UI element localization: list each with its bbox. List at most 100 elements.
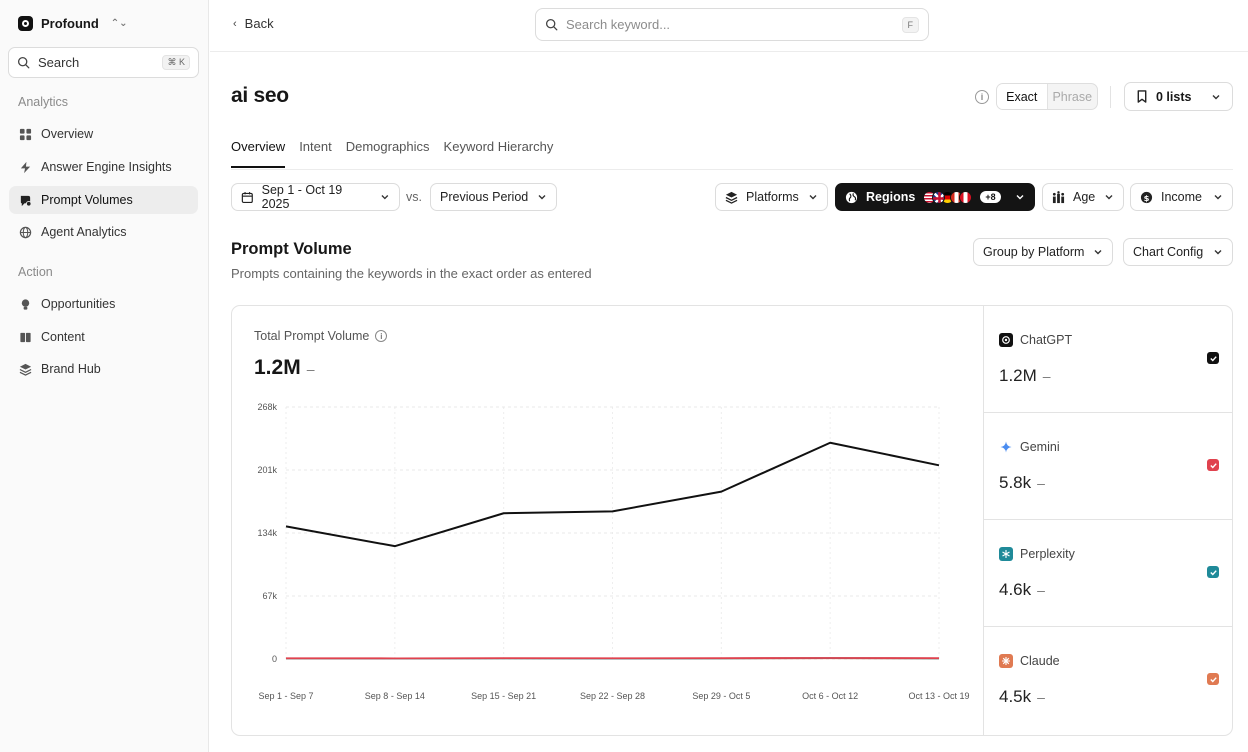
bolt-icon <box>19 161 32 174</box>
tab-intent[interactable]: Intent <box>299 139 332 154</box>
chevron-down-icon <box>538 195 546 200</box>
income-label: Income <box>1161 190 1202 204</box>
sidebar-item-agent-analytics[interactable]: Agent Analytics <box>9 218 198 246</box>
platform-value: 1.2M – <box>999 366 1051 386</box>
match-phrase-option[interactable]: Phrase <box>1052 89 1093 104</box>
series-line-chatgpt <box>285 441 940 548</box>
calendar-icon <box>241 191 253 203</box>
platform-card-chatgpt[interactable]: ChatGPT 1.2M – <box>984 306 1232 413</box>
tab-demographics[interactable]: Demographics <box>345 139 430 154</box>
chevron-down-icon <box>1212 94 1220 99</box>
sidebar-search[interactable]: Search ⌘ K <box>8 47 199 78</box>
sidebar-item-label: Overview <box>41 127 94 141</box>
sidebar-item-opportunities[interactable]: Opportunities <box>9 290 198 318</box>
sidebar-item-prompt-volumes[interactable]: Prompt Volumes <box>9 186 198 214</box>
section-title: Prompt Volume <box>231 240 352 258</box>
users-icon <box>1052 190 1065 203</box>
uk-flag-icon <box>932 190 946 204</box>
platform-value: 5.8k – <box>999 473 1045 493</box>
platform-name-text: Claude <box>1020 654 1060 668</box>
x-tick-label: Sep 15 - Sep 21 <box>471 691 536 701</box>
chart-config-button[interactable]: Chart Config <box>1123 238 1233 266</box>
globe-icon <box>845 191 858 203</box>
tab-overview[interactable]: Overview <box>231 139 286 168</box>
match-exact-option[interactable]: Exact <box>997 84 1048 109</box>
perplexity-logo-icon <box>999 547 1013 561</box>
platform-card-claude[interactable]: Claude 4.5k – <box>984 627 1232 734</box>
gemini-logo-icon <box>999 440 1013 454</box>
y-tick-label: 201k <box>257 465 277 475</box>
info-icon[interactable]: i <box>375 330 388 342</box>
chevron-down-icon <box>1105 195 1113 200</box>
chevron-down-icon <box>381 195 389 200</box>
income-filter[interactable]: $ Income <box>1130 183 1233 211</box>
total-volume-value: 1.2M – <box>254 356 314 380</box>
platform-checkbox-chatgpt[interactable] <box>1207 352 1219 364</box>
peru-flag-icon <box>959 190 973 204</box>
check-icon <box>1209 569 1217 576</box>
age-label: Age <box>1073 190 1096 204</box>
sidebar-item-label: Content <box>41 330 85 344</box>
search-icon <box>17 56 30 69</box>
search-shortcut: F <box>901 16 919 33</box>
tabs: Overview Intent Demographics Keyword Hie… <box>231 139 567 168</box>
bookmark-icon <box>1137 90 1147 103</box>
dollar-icon: $ <box>1140 191 1153 203</box>
region-flags <box>923 190 973 204</box>
platform-value-change: – <box>1042 368 1051 384</box>
platform-checkbox-perplexity[interactable] <box>1207 566 1219 578</box>
workspace-switcher[interactable]: Profound ⌃⌄ <box>18 14 128 32</box>
chevron-down-icon <box>1214 250 1222 255</box>
chevron-down-icon <box>1016 195 1024 200</box>
sidebar-item-label: Prompt Volumes <box>41 193 133 207</box>
platform-name: Gemini <box>999 440 1060 454</box>
back-button[interactable]: ‹ Back <box>233 16 274 31</box>
platform-name-text: ChatGPT <box>1020 333 1073 347</box>
regions-filter[interactable]: Regions +8 <box>835 183 1035 211</box>
y-tick-label: 134k <box>257 528 277 538</box>
chart-config-label: Chart Config <box>1133 245 1204 259</box>
platform-value-number: 4.6k <box>999 580 1032 599</box>
info-icon[interactable]: i <box>975 90 989 104</box>
chat-icon <box>19 194 32 207</box>
lists-button[interactable]: 0 lists <box>1124 82 1233 111</box>
sidebar-item-brand-hub[interactable]: Brand Hub <box>9 355 198 383</box>
platform-value-number: 1.2M <box>999 366 1037 385</box>
prompt-volume-card: Total Prompt Volume i 1.2M – 0 67k 134k 201k… <box>231 305 1233 736</box>
platform-card-gemini[interactable]: Gemini 5.8k – <box>984 413 1232 520</box>
svg-text:$: $ <box>1144 192 1150 202</box>
x-tick-label: Sep 1 - Sep 7 <box>258 691 313 701</box>
search-icon <box>545 18 558 31</box>
total-volume-number: 1.2M <box>254 356 301 379</box>
platform-card-perplexity[interactable]: Perplexity 4.6k – <box>984 520 1232 627</box>
platforms-filter[interactable]: Platforms <box>715 183 828 211</box>
lightbulb-icon <box>19 298 32 311</box>
date-range-label: Sep 1 - Oct 19 2025 <box>261 183 343 211</box>
claude-logo-icon <box>999 654 1013 668</box>
platform-checkbox-gemini[interactable] <box>1207 459 1219 471</box>
grid-icon <box>19 128 32 141</box>
platform-checkbox-claude[interactable] <box>1207 673 1219 685</box>
sidebar-item-content[interactable]: Content <box>9 323 198 351</box>
prompt-volume-line-chart: 0 67k 134k 201k 268k Sep 1 - Sep 7 Sep 8 - Sep… <box>257 402 969 701</box>
tab-keyword-hierarchy[interactable]: Keyword Hierarchy <box>443 139 554 154</box>
platforms-label: Platforms <box>746 190 799 204</box>
date-range-picker[interactable]: Sep 1 - Oct 19 2025 <box>231 183 400 211</box>
group-by-select[interactable]: Group by Platform <box>973 238 1113 266</box>
keyword-search-input[interactable]: Search keyword... F <box>535 8 929 41</box>
tabs-divider <box>231 169 1233 170</box>
divider <box>1110 86 1111 108</box>
total-volume-label: Total Prompt Volume i <box>254 329 388 343</box>
brand-name: Profound <box>41 15 99 31</box>
compare-period-select[interactable]: Previous Period <box>430 183 557 211</box>
search-shortcut: ⌘ K <box>162 55 190 70</box>
sidebar-item-overview[interactable]: Overview <box>9 120 198 148</box>
page-title: ai seo <box>231 84 289 107</box>
section-subtitle: Prompts containing the keywords in the e… <box>231 266 592 281</box>
chart-panel: Total Prompt Volume i 1.2M – 0 67k 134k 201k… <box>232 306 983 735</box>
x-tick-label: Sep 22 - Sep 28 <box>580 691 645 701</box>
sidebar-item-answer-engine-insights[interactable]: Answer Engine Insights <box>9 153 198 181</box>
layers-icon <box>725 191 738 204</box>
keyword-search-placeholder: Search keyword... <box>566 17 671 32</box>
age-filter[interactable]: Age <box>1042 183 1124 211</box>
